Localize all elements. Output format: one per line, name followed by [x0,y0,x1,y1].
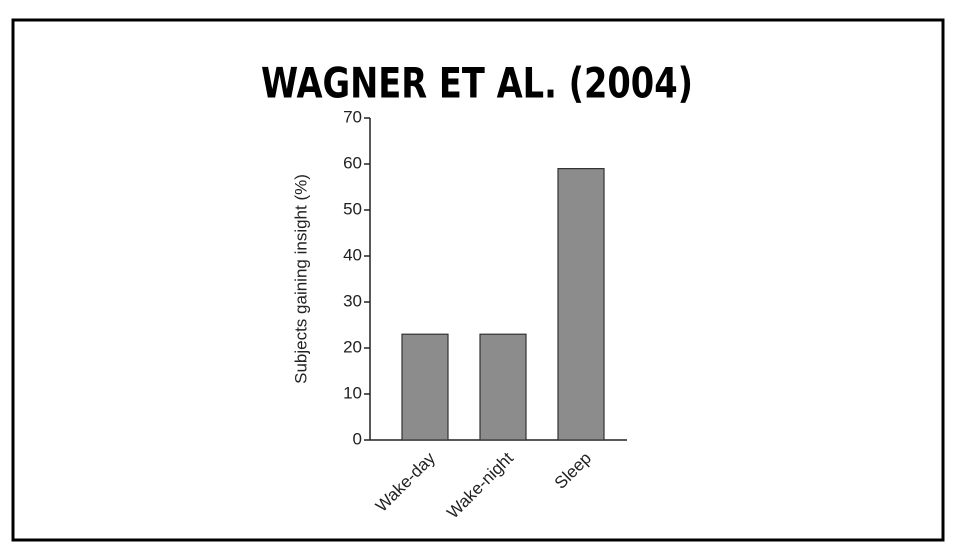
y-tick-label: 30 [343,291,362,310]
y-tick-label: 20 [343,337,362,356]
y-tick-label: 50 [343,199,362,218]
bar [401,333,449,441]
bar [479,333,527,441]
y-axis-label: Subjects gaining insight (%) [291,174,310,384]
y-tick-label: 40 [343,245,362,264]
chart-title: WAGNER ET AL. (2004) [261,59,693,108]
y-tick-label: 70 [343,107,362,126]
y-tick-label: 60 [343,153,362,172]
y-tick-label: 10 [343,383,362,402]
y-tick-label: 0 [353,429,362,448]
bar [557,168,605,441]
slide-frame [11,18,945,542]
